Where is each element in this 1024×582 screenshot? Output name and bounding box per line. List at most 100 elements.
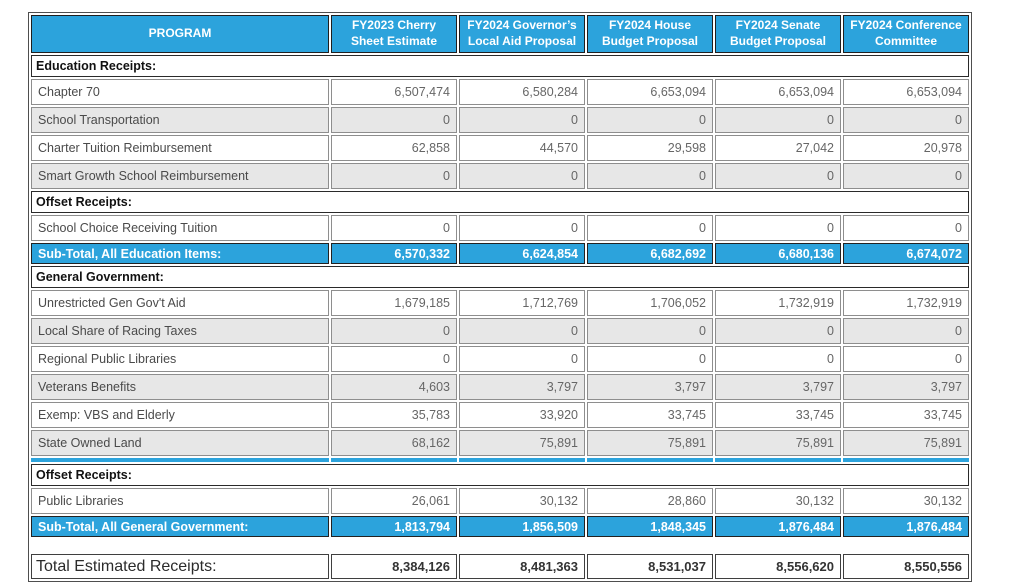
stripe-row	[31, 458, 969, 462]
value-cell: 6,680,136	[715, 243, 841, 264]
value-cell: 0	[715, 107, 841, 133]
separator-stripe-cell	[715, 458, 841, 462]
data-row: Charter Tuition Reimbursement 62,858 44,57…	[31, 135, 969, 161]
value-cell: 0	[459, 163, 585, 189]
value-cell: 30,132	[715, 488, 841, 514]
program-cell: Sub-Total, All Education Items:	[31, 243, 329, 264]
section-header: Offset Receipts:	[31, 464, 969, 486]
subtotal-row: Sub-Total, All Education Items: 6,570,332…	[31, 243, 969, 264]
value-cell: 8,481,363	[459, 554, 585, 579]
value-cell: 28,860	[587, 488, 713, 514]
data-row: Local Share of Racing Taxes 0 0 0 0 0	[31, 318, 969, 344]
value-cell: 1,813,794	[331, 516, 457, 537]
data-row: State Owned Land 68,162 75,891 75,891 75,891…	[31, 430, 969, 456]
data-row: School Transportation 0 0 0 0 0	[31, 107, 969, 133]
value-cell: 1,876,484	[843, 516, 969, 537]
program-cell: Charter Tuition Reimbursement	[31, 135, 329, 161]
value-cell: 26,061	[331, 488, 457, 514]
value-cell: 6,653,094	[715, 79, 841, 105]
data-row: School Choice Receiving Tuition 0 0 0 0 0	[31, 215, 969, 241]
section-row: Offset Receipts:	[31, 464, 969, 486]
data-row: Exemp: VBS and Elderly 35,783 33,920 33,745…	[31, 402, 969, 428]
value-cell: 0	[459, 107, 585, 133]
value-cell: 8,531,037	[587, 554, 713, 579]
program-cell: Smart Growth School Reimbursement	[31, 163, 329, 189]
value-cell: 0	[331, 318, 457, 344]
section-header: General Government:	[31, 266, 969, 288]
data-row: Public Libraries 26,061 30,132 28,860 30,132…	[31, 488, 969, 514]
value-cell: 8,384,126	[331, 554, 457, 579]
section-header: Education Receipts:	[31, 55, 969, 77]
subtotal-row: Sub-Total, All General Government: 1,813,…	[31, 516, 969, 537]
program-cell: Sub-Total, All General Government:	[31, 516, 329, 537]
value-cell: 0	[331, 346, 457, 372]
data-row: Chapter 70 6,507,474 6,580,284 6,653,094 6,6…	[31, 79, 969, 105]
column-header: FY2024 Governor’s Local Aid Proposal	[459, 15, 585, 53]
value-cell: 33,745	[715, 402, 841, 428]
value-cell: 1,732,919	[715, 290, 841, 316]
value-cell: 0	[843, 107, 969, 133]
value-cell: 0	[587, 163, 713, 189]
separator-stripe-cell	[587, 458, 713, 462]
value-cell: 0	[715, 163, 841, 189]
value-cell: 6,580,284	[459, 79, 585, 105]
value-cell: 29,598	[587, 135, 713, 161]
section-row: General Government:	[31, 266, 969, 288]
value-cell: 1,679,185	[331, 290, 457, 316]
program-cell: State Owned Land	[31, 430, 329, 456]
value-cell: 6,674,072	[843, 243, 969, 264]
value-cell: 33,745	[587, 402, 713, 428]
table-body: Education Receipts: Chapter 70 6,507,474 6,…	[31, 55, 969, 579]
value-cell: 0	[459, 346, 585, 372]
value-cell: 6,624,854	[459, 243, 585, 264]
value-cell: 3,797	[459, 374, 585, 400]
cherry-sheet-table-container: PROGRAM FY2023 Cherry Sheet Estimate FY202…	[28, 12, 972, 582]
data-row: Unrestricted Gen Gov't Aid 1,679,185 1,712…	[31, 290, 969, 316]
value-cell: 4,603	[331, 374, 457, 400]
value-cell: 0	[587, 215, 713, 241]
value-cell: 44,570	[459, 135, 585, 161]
separator-stripe-cell	[843, 458, 969, 462]
value-cell: 0	[587, 318, 713, 344]
program-cell: Local Share of Racing Taxes	[31, 318, 329, 344]
program-cell: School Transportation	[31, 107, 329, 133]
value-cell: 20,978	[843, 135, 969, 161]
header-row: PROGRAM FY2023 Cherry Sheet Estimate FY202…	[31, 15, 969, 53]
program-cell: Regional Public Libraries	[31, 346, 329, 372]
value-cell: 6,653,094	[843, 79, 969, 105]
value-cell: 1,876,484	[715, 516, 841, 537]
column-header: FY2023 Cherry Sheet Estimate	[331, 15, 457, 53]
value-cell: 75,891	[843, 430, 969, 456]
separator-stripe-cell	[459, 458, 585, 462]
value-cell: 30,132	[459, 488, 585, 514]
value-cell: 0	[843, 163, 969, 189]
value-cell: 33,745	[843, 402, 969, 428]
section-header: Offset Receipts:	[31, 191, 969, 213]
value-cell: 33,920	[459, 402, 585, 428]
value-cell: 0	[843, 318, 969, 344]
value-cell: 30,132	[843, 488, 969, 514]
column-header: FY2024 Senate Budget Proposal	[715, 15, 841, 53]
value-cell: 1,856,509	[459, 516, 585, 537]
program-cell: School Choice Receiving Tuition	[31, 215, 329, 241]
value-cell: 3,797	[715, 374, 841, 400]
value-cell: 75,891	[587, 430, 713, 456]
value-cell: 1,732,919	[843, 290, 969, 316]
value-cell: 0	[843, 215, 969, 241]
value-cell: 0	[715, 318, 841, 344]
value-cell: 62,858	[331, 135, 457, 161]
value-cell: 6,682,692	[587, 243, 713, 264]
value-cell: 0	[715, 346, 841, 372]
program-cell: Total Estimated Receipts:	[31, 554, 329, 579]
value-cell: 0	[715, 215, 841, 241]
separator-stripe-cell	[31, 458, 329, 462]
value-cell: 0	[331, 163, 457, 189]
value-cell: 6,507,474	[331, 79, 457, 105]
spacer-row	[31, 539, 969, 552]
value-cell: 0	[331, 215, 457, 241]
total-row: Total Estimated Receipts: 8,384,126 8,481,…	[31, 554, 969, 579]
value-cell: 0	[587, 346, 713, 372]
value-cell: 6,570,332	[331, 243, 457, 264]
value-cell: 68,162	[331, 430, 457, 456]
value-cell: 0	[843, 346, 969, 372]
